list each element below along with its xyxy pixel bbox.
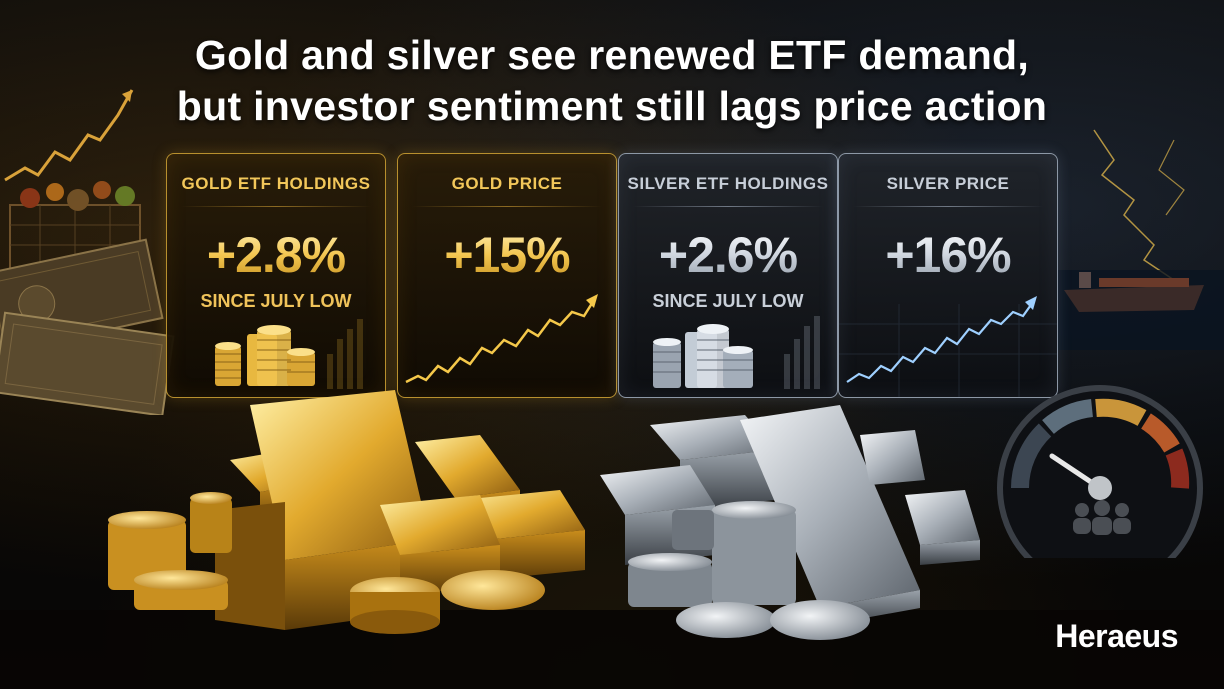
card-value: +16% bbox=[839, 226, 1057, 284]
silver-etf-holdings-card: SILVER ETF HOLDINGS +2.6% SINCE JULY LOW bbox=[618, 153, 838, 398]
banknotes-icon bbox=[0, 238, 175, 415]
gold-trend-line-icon bbox=[405, 294, 598, 384]
gold-etf-holdings-card: GOLD ETF HOLDINGS +2.8% SINCE JULY LOW bbox=[166, 153, 386, 398]
people-icon bbox=[1073, 500, 1131, 535]
card-value: +15% bbox=[398, 226, 616, 284]
silver-trend-line-icon bbox=[839, 296, 1057, 397]
silver-coin-stacks-icon bbox=[653, 316, 820, 389]
card-title: GOLD ETF HOLDINGS bbox=[181, 174, 371, 193]
divider bbox=[853, 206, 1043, 207]
bullion-scene bbox=[0, 390, 1224, 689]
divider bbox=[633, 206, 823, 207]
headline: Gold and silver see renewed ETF demand, … bbox=[60, 30, 1164, 132]
heraeus-logo: Heraeus bbox=[1055, 618, 1178, 654]
card-value: +2.8% bbox=[167, 226, 385, 284]
gold-price-card: GOLD PRICE +15% bbox=[397, 153, 617, 398]
divider bbox=[181, 206, 371, 207]
headline-line-2: but investor sentiment still lags price … bbox=[176, 83, 1048, 129]
headline-line-1: Gold and silver see renewed ETF demand, bbox=[194, 32, 1030, 78]
card-title: SILVER PRICE bbox=[886, 174, 1010, 193]
card-value: +2.6% bbox=[619, 226, 837, 284]
card-subtitle: SINCE JULY LOW bbox=[652, 291, 804, 311]
card-title: GOLD PRICE bbox=[451, 174, 563, 193]
gold-coin-stacks-icon bbox=[215, 319, 363, 389]
card-title: SILVER ETF HOLDINGS bbox=[627, 174, 829, 193]
divider bbox=[412, 206, 602, 207]
card-subtitle: SINCE JULY LOW bbox=[200, 291, 352, 311]
cargo-ship-icon bbox=[1054, 129, 1224, 350]
silver-price-card: SILVER PRICE +16% bbox=[838, 153, 1058, 398]
sentiment-gauge-icon bbox=[997, 385, 1203, 558]
